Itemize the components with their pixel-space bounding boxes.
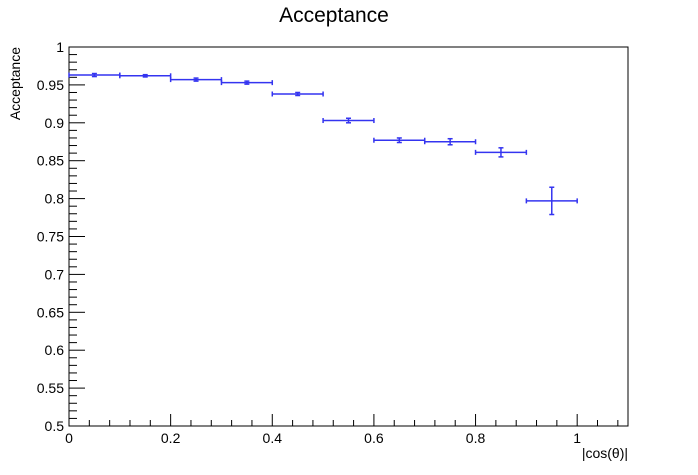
data-point: [68, 72, 121, 78]
y-tick-label: 0.95: [37, 77, 64, 93]
x-tick-label: 0.8: [466, 430, 486, 446]
data-point: [373, 137, 426, 144]
y-axis-label: Acceptance: [7, 47, 23, 120]
x-tick-label: 0.6: [364, 430, 384, 446]
y-tick-label: 0.75: [37, 229, 64, 245]
y-tick-label: 0.65: [37, 304, 64, 320]
data-point: [119, 73, 172, 79]
y-tick-label: 0.5: [45, 418, 65, 434]
y-tick-label: 1: [56, 39, 64, 55]
data-point: [271, 91, 324, 97]
x-tick-label: 1: [573, 430, 581, 446]
y-tick-label: 0.6: [45, 342, 65, 358]
x-tick-label: 0: [65, 430, 73, 446]
data-point: [322, 117, 375, 124]
data-point: [474, 147, 528, 158]
data-point: [525, 186, 578, 216]
y-tick-label: 0.8: [45, 191, 65, 207]
y-tick-label: 0.7: [45, 266, 65, 282]
x-tick-label: 0.4: [263, 430, 283, 446]
chart-title: Acceptance: [279, 4, 389, 27]
x-axis: 0 0.2 0.4 0.6 0.8 1: [65, 414, 619, 446]
data-point: [423, 137, 477, 146]
y-tick-label: 0.9: [45, 115, 65, 131]
x-axis-label: |cos(θ)|: [582, 445, 628, 461]
y-tick-label: 0.55: [37, 380, 64, 396]
data-series: [68, 72, 578, 216]
y-axis: 0.5 0.55 0.6 0.65 0.7 0.75 0.8 0.85 0.9 0.95 1: [37, 39, 85, 434]
y-tick-label: 0.85: [37, 153, 64, 169]
plot-frame: [68, 46, 629, 427]
data-point: [220, 80, 274, 86]
data-point: [169, 77, 223, 83]
x-tick-label: 0.2: [161, 430, 181, 446]
